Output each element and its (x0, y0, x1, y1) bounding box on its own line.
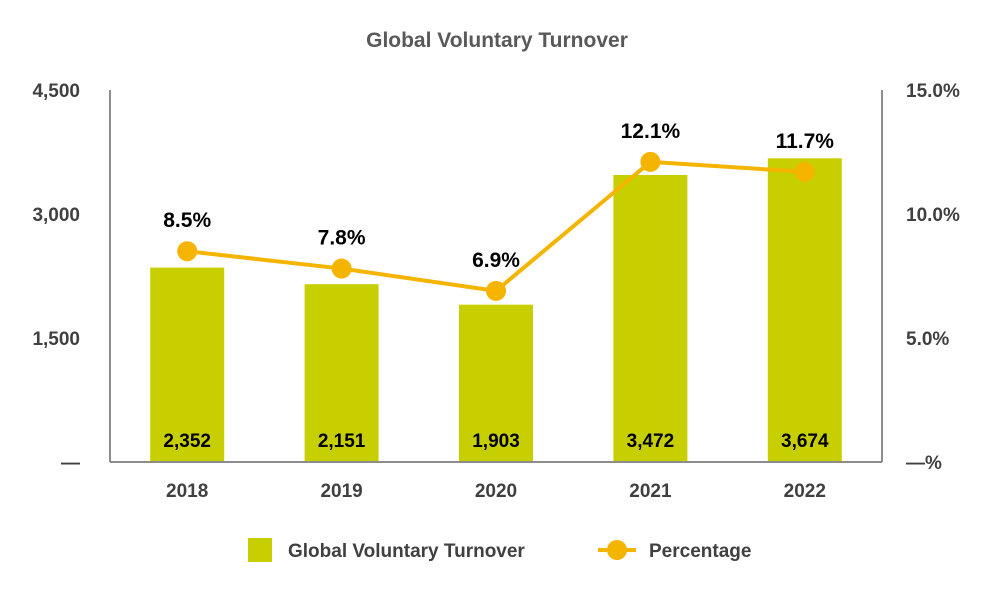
bar (613, 174, 688, 462)
data-labels: 2,352 2,151 1,903 3,472 3,674 8.5% 7.8% 6.9% 12.… (163, 120, 834, 452)
x-axis-tick-label: 2022 (784, 481, 826, 502)
point-value-label: 6.9% (472, 249, 520, 272)
chart-title: Global Voluntary Turnover (366, 29, 628, 52)
right-axis-tick-label: 15.0% (906, 81, 960, 102)
bar-value-label: 2,352 (163, 431, 211, 452)
legend-line-label: Percentage (649, 541, 751, 562)
left-axis-tick-label: 3,000 (32, 205, 80, 226)
line-point (486, 280, 506, 301)
x-axis-tick-label: 2019 (320, 481, 362, 502)
legend: Global Voluntary Turnover Percentage (248, 538, 751, 562)
legend-bar-swatch (248, 538, 272, 562)
axes: — 1,500 3,000 4,500 —% 5.0% 10.0% 15.0% 2018 2019… (32, 81, 960, 502)
bar-series (150, 158, 842, 462)
bar-value-label: 1,903 (472, 431, 520, 452)
bar-value-label: 3,674 (781, 431, 829, 452)
line-point (177, 241, 198, 262)
right-axis-tick-label: —% (906, 453, 942, 474)
bar (304, 284, 379, 461)
point-value-label: 7.8% (318, 227, 366, 250)
line-point (331, 258, 352, 279)
bar (150, 267, 225, 461)
point-value-label: 12.1% (621, 120, 681, 143)
bar (459, 304, 533, 461)
left-axis-tick-label: 1,500 (32, 329, 80, 350)
bar-value-label: 3,472 (627, 431, 675, 452)
point-value-label: 8.5% (163, 209, 211, 232)
line-point (794, 161, 815, 182)
bar (767, 158, 842, 462)
legend-bar-label: Global Voluntary Turnover (288, 541, 525, 562)
left-axis-tick-label: 4,500 (32, 81, 80, 102)
right-axis-tick-label: 10.0% (906, 205, 960, 226)
x-axis-tick-label: 2020 (475, 481, 517, 502)
line-series (177, 151, 815, 301)
bar-value-label: 2,151 (318, 431, 366, 452)
right-axis-tick-label: 5.0% (906, 329, 949, 350)
left-axis-tick-label: — (61, 453, 80, 474)
point-value-label: 11.7% (776, 130, 835, 153)
legend-line-marker (607, 540, 627, 560)
x-axis-tick-label: 2018 (166, 481, 208, 502)
x-axis-tick-label: 2021 (629, 481, 672, 502)
line-point (640, 151, 661, 172)
